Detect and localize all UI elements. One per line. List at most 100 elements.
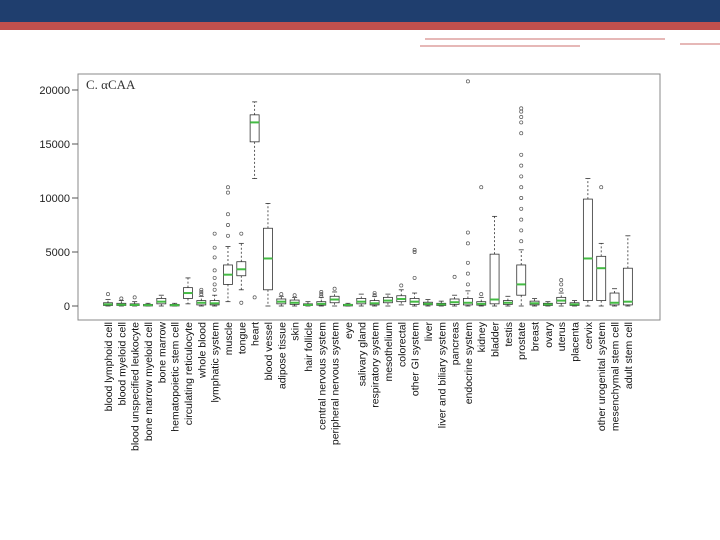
y-tick-label: 5000 [46,247,70,259]
accent-band [0,22,720,30]
outlier-point [252,295,257,300]
x-tick-label: colorectal [396,322,408,367]
x-tick-label: bone marrow myeloid cell [143,322,155,441]
x-tick-label: muscle [223,322,235,355]
x-tick-label: peripheral nervous system [330,322,342,445]
y-tick-label: 15000 [39,139,70,151]
outlier-point [212,255,217,260]
x-tick-label: breast [530,322,542,351]
outlier-point [479,292,484,297]
outlier-point [465,230,470,235]
outlier-point [319,292,324,297]
deco-line [425,38,665,40]
outlier-point [412,247,417,252]
outlier-point [452,274,457,279]
x-tick-label: central nervous system [316,322,328,430]
outlier-point [519,109,524,114]
box [516,264,527,296]
outlier-point [132,295,137,300]
x-tick-label: mesenchymal stem cell [610,322,622,431]
box [596,255,607,302]
outlier-point [199,292,204,297]
x-tick-label: blood unspecified leukocyte [130,322,142,451]
outlier-point [399,283,404,288]
outlier-point [519,115,524,119]
outlier-point [519,196,524,200]
outlier-point [559,282,564,287]
outlier-point [519,131,524,136]
outlier-point [519,185,524,190]
outlier-point [239,231,244,236]
deco-line [420,45,580,47]
outlier-point [559,278,564,283]
outlier-point [212,282,217,287]
outlier-point [319,290,324,294]
box [489,253,500,305]
decorative-lines [420,30,720,54]
outlier-point [519,174,524,179]
x-tick-label: testis [503,322,515,347]
deco-line [680,43,720,45]
x-tick-label: tongue [236,322,248,354]
x-tick-label: hair follicle [303,322,315,372]
plot-frame [77,73,661,321]
x-tick-label: adult stem cell [623,322,635,389]
x-tick-label: skin [290,322,302,341]
x-tick-label: bone marrow [156,322,168,384]
box [622,267,633,306]
outlier-point [465,79,470,84]
outlier-point [212,275,217,280]
x-tick-label: endocrine system [463,322,475,405]
x-tick-label: bladder [490,322,502,358]
x-tick-label: circulating reticulocyte [183,322,195,425]
outlier-point [226,212,230,217]
x-tick-label: placenta [570,322,582,362]
outlier-point [279,292,284,297]
x-tick-label: whole blood [196,322,208,379]
chart-title: C. αCAA [86,77,136,92]
x-tick-label: heart [250,322,262,346]
box [582,198,593,301]
x-axis-labels: blood lymphoid cell blood myeloid cell blo… [103,321,635,451]
outlier-point [106,292,110,297]
box [463,298,473,306]
x-tick-label: blood myeloid cell [116,322,128,405]
outlier-point [226,233,230,238]
x-tick-label: eye [343,322,355,339]
x-tick-label: blood lymphoid cell [103,322,115,411]
outlier-point [519,152,524,157]
outlier-point [519,163,524,168]
box [609,292,620,306]
outlier-point [212,245,217,250]
x-tick-label: hematopoietic stem cell [170,322,182,432]
y-axis: 0 5000 10000 15000 20000 [39,85,78,313]
outlier-point [519,206,524,211]
x-tick-label: cervix [583,321,595,349]
x-tick-label: lymphatic system [210,322,222,403]
x-tick-label: ovary [543,321,555,347]
y-tick-label: 20000 [39,85,70,97]
x-tick-label: other GI system [410,322,422,396]
outlier-point [332,286,337,291]
outlier-point [519,106,524,111]
x-tick-label: liver and biliary system [436,322,448,428]
x-tick-label: mesothelium [383,322,395,382]
x-tick-label: blood vessel [263,322,275,380]
outlier-point [465,260,470,265]
outlier-point [519,239,524,244]
outlier-point [372,293,377,298]
outlier-point [292,293,297,298]
x-tick-label: uterus [556,322,568,351]
y-tick-label: 10000 [39,193,70,205]
outlier-point [465,282,470,287]
outlier-point [226,223,230,227]
outlier-point [199,290,204,294]
outlier-point [212,231,217,236]
outlier-point [479,185,484,190]
y-tick-label: 0 [64,301,70,313]
boxes [103,79,633,307]
outlier-point [239,300,244,305]
outlier-point [372,291,377,295]
outlier-point [599,185,604,190]
x-tick-label: pancreas [450,322,462,365]
